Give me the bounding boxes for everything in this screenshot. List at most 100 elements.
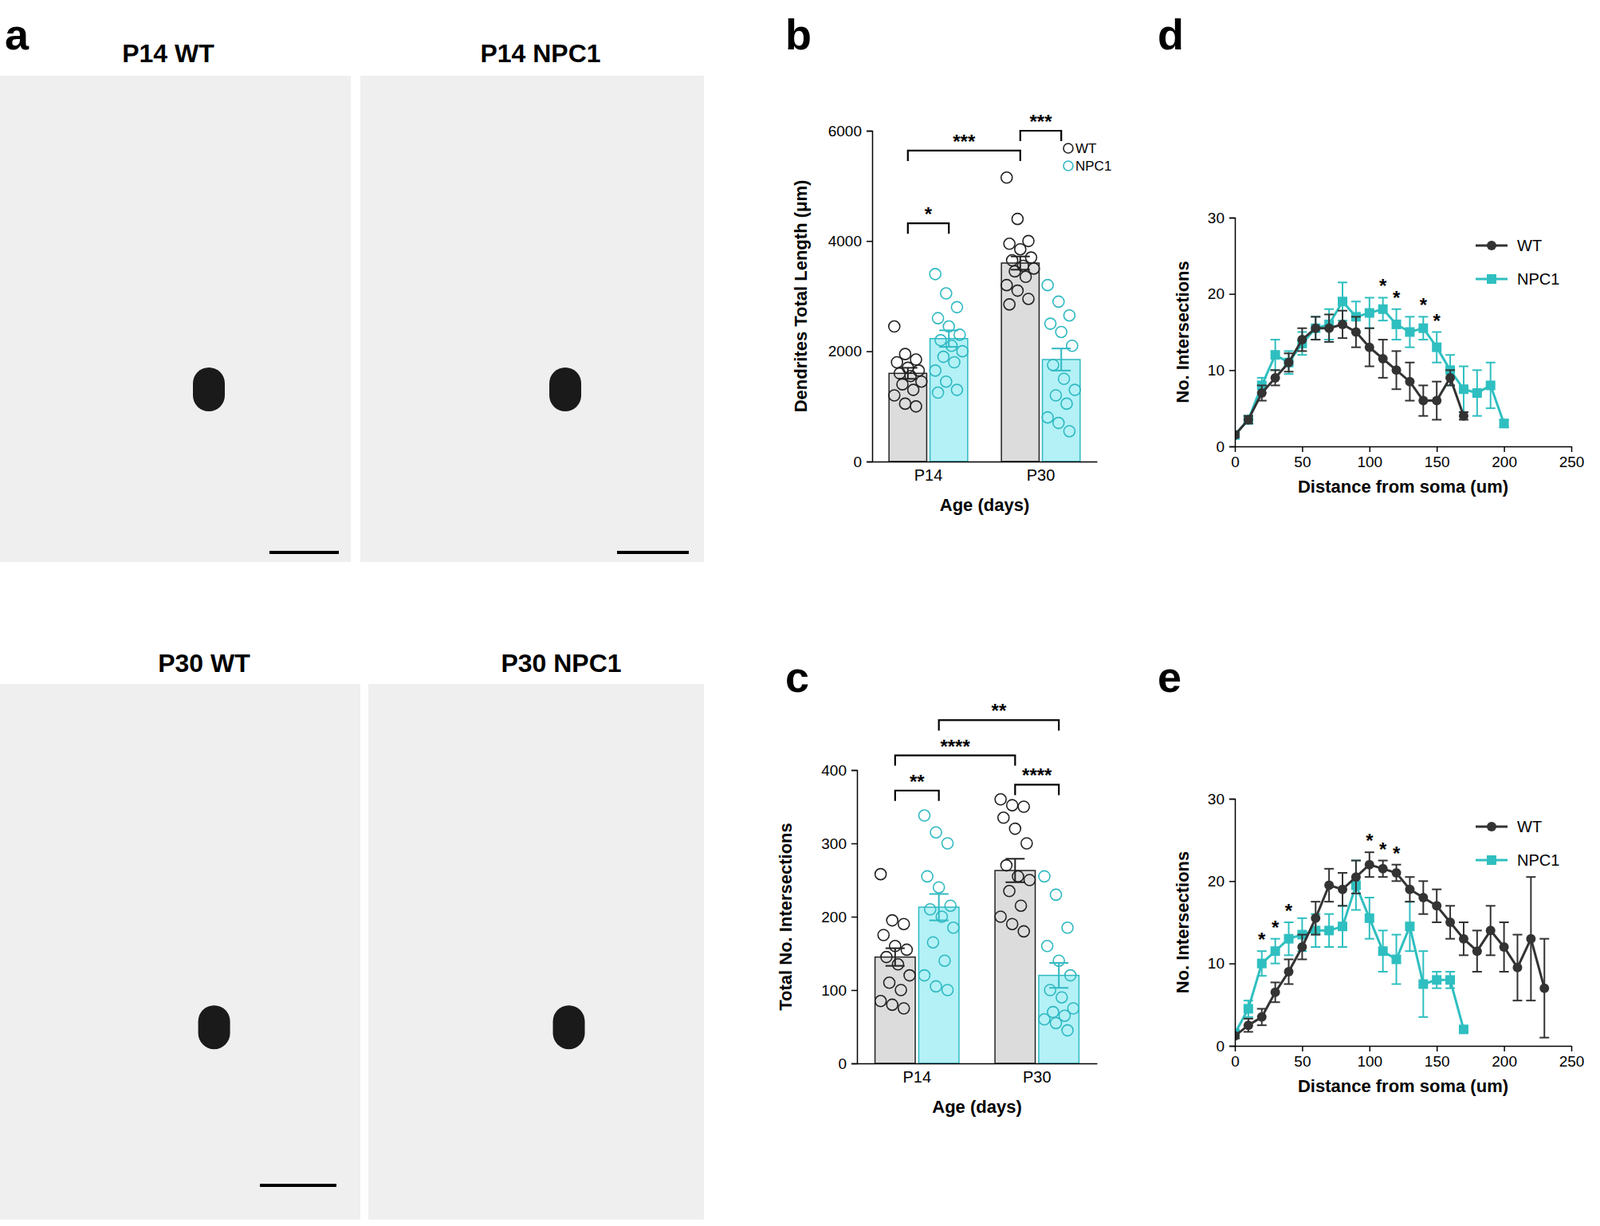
error-bar-cap [1297, 934, 1307, 936]
error-bar-cap [1351, 892, 1361, 895]
x-axis: P14P30 [872, 461, 1098, 484]
data-point [1063, 310, 1075, 322]
data-point [998, 812, 1010, 824]
data-point [1061, 397, 1073, 409]
x-tick-label: 200 [1491, 1053, 1518, 1070]
error-bar-cap [1445, 987, 1455, 990]
plot-marks [875, 794, 1080, 1064]
error-bar-stem [1019, 256, 1022, 271]
plot-marks [1234, 852, 1549, 1041]
x-tick: 100 [1356, 1045, 1383, 1070]
error-bar-cap [1297, 327, 1307, 330]
error-bar-cap [1270, 938, 1281, 940]
data-point [942, 837, 954, 850]
error-bar [1418, 385, 1428, 416]
error-bar [1310, 901, 1321, 935]
micrograph [360, 75, 704, 563]
significance-label: * [1379, 838, 1388, 861]
data-point [895, 984, 907, 996]
x-axis: 050100150200250 [1230, 1045, 1585, 1070]
data-point [888, 389, 901, 401]
error-bar-cap [1310, 315, 1321, 318]
y-tick-mark [1229, 217, 1235, 220]
error-bar-cap [1351, 909, 1361, 912]
y-axis: 0100200300400 [821, 762, 858, 1073]
data-point [894, 367, 906, 379]
error-bar [1404, 901, 1415, 952]
bar [1038, 975, 1079, 1064]
data-point [1310, 913, 1321, 924]
y-tick-label: 0 [837, 1055, 847, 1073]
error-bar-cap [1445, 384, 1455, 386]
data-point [1431, 342, 1442, 353]
error-bar-cap [1472, 971, 1483, 973]
data-point [1284, 934, 1294, 944]
error-bar-cap [1324, 313, 1334, 315]
significance-label: *** [952, 130, 976, 153]
data-point [1418, 979, 1428, 990]
data-point [927, 936, 939, 948]
data-point [898, 1002, 910, 1015]
data-point [877, 929, 889, 941]
data-point [1404, 377, 1415, 387]
error-bar [1445, 905, 1455, 939]
data-point [1003, 885, 1015, 897]
micrograph-label: P30 NPC1 [500, 648, 622, 678]
error-bar-cap [1485, 904, 1496, 907]
y-tick-label: 20 [1207, 872, 1225, 890]
y-tick-label: 300 [821, 835, 847, 853]
y-tick-label: 20 [1207, 285, 1225, 303]
error-bar-cap [1284, 983, 1294, 986]
data-point [919, 809, 931, 822]
data-point [1243, 415, 1254, 425]
data-point [1391, 868, 1402, 878]
error-bar-cap [1310, 315, 1321, 318]
legend: WTNPC1 [1475, 236, 1560, 288]
error-bar-cap [1310, 900, 1321, 903]
bar [994, 870, 1035, 1064]
x-tick-label: 200 [1491, 453, 1518, 471]
error-bar [1284, 959, 1294, 985]
data-point [1472, 946, 1483, 956]
error-bar-cap [1391, 349, 1402, 352]
y-axis-title: No. Intersections [1172, 851, 1193, 994]
error-bar [1351, 316, 1361, 347]
data-point [1391, 365, 1402, 375]
micrograph-soma [553, 1005, 586, 1050]
y-tick-label: 0 [1215, 438, 1225, 456]
data-point [1041, 412, 1054, 424]
error-bar-cap [1378, 876, 1388, 878]
error-bar-cap [1391, 308, 1402, 311]
data-point [1049, 389, 1062, 401]
data-point [1284, 357, 1294, 368]
x-axis: P14P30 [857, 1063, 1098, 1086]
error-bar-cap [1364, 876, 1375, 878]
data-point [919, 970, 931, 982]
error-bar-cap [1257, 377, 1267, 379]
x-tick: 200 [1491, 1045, 1518, 1070]
error-bar-cap [1324, 900, 1334, 903]
error-bar-cap [1051, 369, 1071, 372]
error-bar-cap [1431, 331, 1442, 334]
error-bar-cap [1284, 921, 1294, 924]
error-bar [1485, 362, 1496, 409]
data-point [1324, 925, 1334, 936]
micrograph-label: P14 WT [121, 39, 215, 68]
y-tick-mark [866, 240, 873, 243]
error-bar-cap [1324, 308, 1334, 311]
error-bar-cap [1512, 934, 1522, 936]
error-bar-cap [1284, 352, 1294, 354]
error-bar-cap [1404, 900, 1415, 903]
data-point [1418, 323, 1428, 334]
x-tick: 100 [1356, 446, 1383, 471]
x-tick-mark [1234, 1045, 1237, 1052]
panel-a: aP14 WTP14 NPC1P30 WTP30 NPC1 [0, 10, 704, 1220]
y-tick-label: 0 [1215, 1037, 1225, 1055]
bar [918, 907, 959, 1064]
legend-label: NPC1 [1517, 270, 1560, 288]
y-tick-mark [1229, 963, 1235, 965]
plot-marks [888, 172, 1081, 462]
error-bar-cap [1485, 954, 1496, 956]
data-point [886, 915, 898, 927]
data-point [888, 321, 901, 333]
